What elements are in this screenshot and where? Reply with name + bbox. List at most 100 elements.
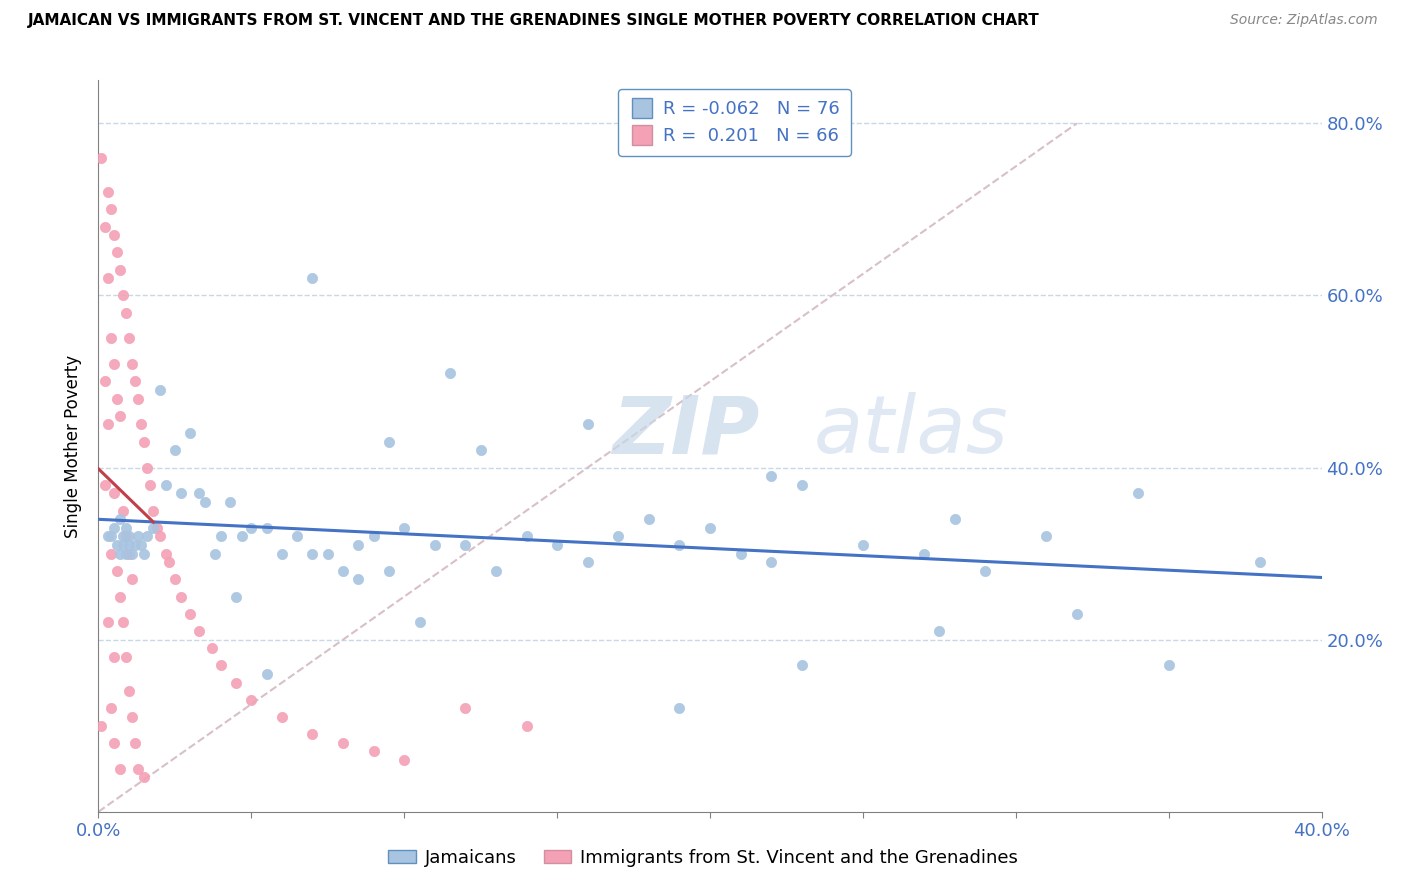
Point [470,443,492,458]
Point [392,521,416,535]
Point [332,564,354,578]
Point [97,271,120,285]
Point [100,202,122,217]
Point [93,375,115,389]
Point [118,547,141,561]
Point [285,529,308,543]
Text: JAMAICAN VS IMMIGRANTS FROM ST. VINCENT AND THE GRENADINES SINGLE MOTHER POVERTY: JAMAICAN VS IMMIGRANTS FROM ST. VINCENT … [28,13,1040,29]
Point [115,547,138,561]
Point [668,701,690,715]
Point [108,762,131,776]
Point [97,185,120,199]
Point [485,564,508,578]
Point [121,547,143,561]
Point [231,529,253,543]
Point [134,434,156,449]
Point [546,538,568,552]
Point [90,719,112,733]
Point [111,288,134,302]
Point [97,615,120,630]
Point [155,547,177,561]
Point [103,228,125,243]
Point [105,392,128,406]
Point [124,375,146,389]
Text: atlas: atlas [814,392,1008,470]
Point [163,573,186,587]
Point [118,538,141,552]
Point [129,417,152,432]
Point [103,486,125,500]
Point [105,538,128,552]
Point [408,615,430,630]
Point [163,443,186,458]
Point [134,547,156,561]
Point [127,529,149,543]
Point [108,590,131,604]
Point [516,719,538,733]
Point [363,529,385,543]
Point [108,547,131,561]
Point [194,495,217,509]
Point [301,547,323,561]
Point [439,366,461,380]
Point [516,529,538,543]
Point [134,770,156,784]
Point [136,460,159,475]
Point [1066,607,1088,621]
Point [759,469,782,483]
Point [179,426,201,441]
Point [93,219,115,234]
Point [378,434,401,449]
Point [105,564,128,578]
Point [219,495,242,509]
Point [100,331,122,345]
Point [392,753,416,767]
Point [121,710,143,724]
Point [637,512,661,526]
Point [115,649,138,664]
Point [225,590,247,604]
Point [1157,658,1180,673]
Point [454,701,477,715]
Point [170,590,193,604]
Point [127,762,149,776]
Point [790,477,813,491]
Point [170,486,193,500]
Point [576,555,599,569]
Point [108,512,131,526]
Point [188,486,211,500]
Point [100,701,122,715]
Legend: Jamaicans, Immigrants from St. Vincent and the Grenadines: Jamaicans, Immigrants from St. Vincent a… [381,842,1025,874]
Point [115,529,138,543]
Point [142,521,165,535]
Point [270,710,292,724]
Point [454,538,477,552]
Y-axis label: Single Mother Poverty: Single Mother Poverty [65,354,83,538]
Point [1249,555,1271,569]
Point [103,649,125,664]
Point [730,547,752,561]
Point [943,512,966,526]
Point [699,521,721,535]
Point [225,675,247,690]
Text: ZIP: ZIP [612,392,759,470]
Point [270,547,292,561]
Point [118,331,141,345]
Point [852,538,875,552]
Point [188,624,211,638]
Point [121,573,143,587]
Point [111,615,134,630]
Point [111,503,134,517]
Point [912,547,935,561]
Point [378,564,401,578]
Point [90,151,112,165]
Point [100,547,122,561]
Point [103,736,125,750]
Point [974,564,997,578]
Point [256,667,278,681]
Point [108,409,131,423]
Point [347,538,370,552]
Point [1128,486,1150,500]
Point [209,529,232,543]
Point [103,521,125,535]
